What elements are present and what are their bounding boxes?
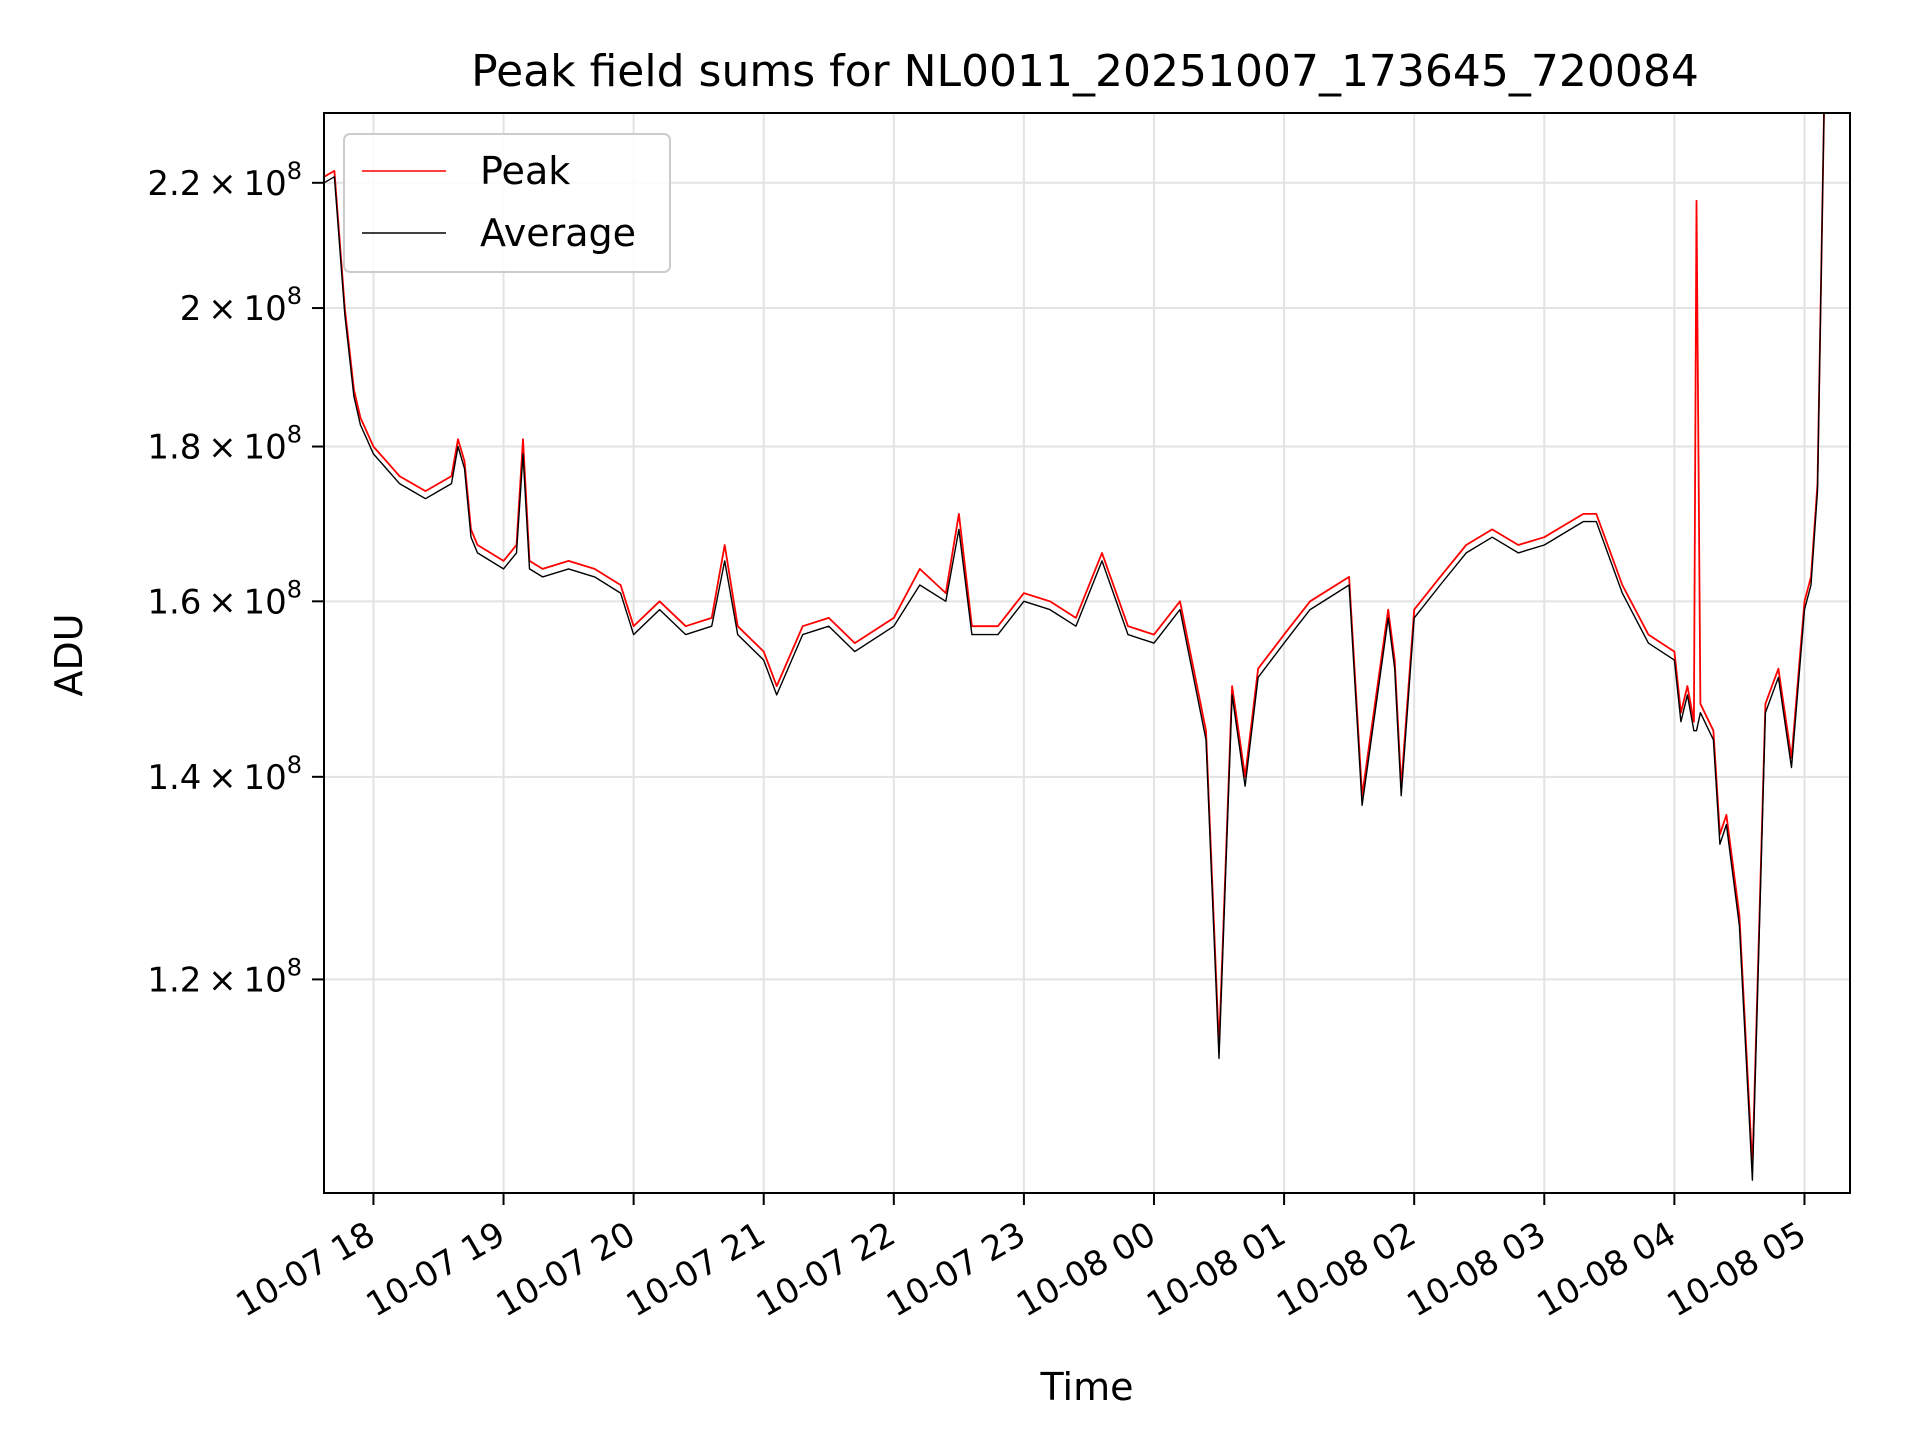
legend-box [343, 133, 671, 273]
y-tick-exponent: 8 [287, 421, 302, 449]
y-tick-mantissa: 1.8 × 10 [147, 428, 286, 468]
legend: Peak Average [343, 133, 671, 273]
y-tick-mantissa: 1.4 × 10 [147, 758, 286, 798]
y-axis-label: ADU [47, 613, 91, 696]
y-tick-exponent: 8 [287, 282, 302, 310]
series-line-average [323, 112, 1825, 1181]
plot-frame [323, 112, 1851, 1194]
y-tick-label: 2 × 108 [180, 282, 302, 329]
y-tick-mantissa: 2.2 × 10 [147, 164, 286, 204]
y-tick-label: 2.2 × 108 [147, 157, 302, 204]
y-tick-mantissa: 1.2 × 10 [147, 960, 286, 1000]
y-tick-exponent: 8 [287, 575, 302, 603]
y-tick-label: 1.6 × 108 [147, 575, 302, 622]
y-tick-label: 1.2 × 108 [147, 953, 302, 1000]
y-tick-exponent: 8 [287, 751, 302, 779]
series-line-peak [323, 112, 1825, 1169]
y-tick-mantissa: 1.6 × 10 [147, 582, 286, 622]
y-tick-label: 1.4 × 108 [147, 751, 302, 798]
y-tick-label: 1.8 × 108 [147, 421, 302, 468]
x-axis-label: Time [1040, 1365, 1134, 1409]
y-tick-exponent: 8 [287, 953, 302, 981]
grid-layer [324, 113, 1850, 1193]
chart-title: Peak field sums for NL0011_20251007_1736… [471, 46, 1699, 97]
y-tick-exponent: 8 [287, 157, 302, 185]
series-layer [323, 112, 1825, 1181]
legend-average-label: Average [480, 211, 636, 255]
legend-peak-label: Peak [480, 149, 570, 193]
y-tick-mantissa: 2 × 10 [180, 289, 287, 329]
